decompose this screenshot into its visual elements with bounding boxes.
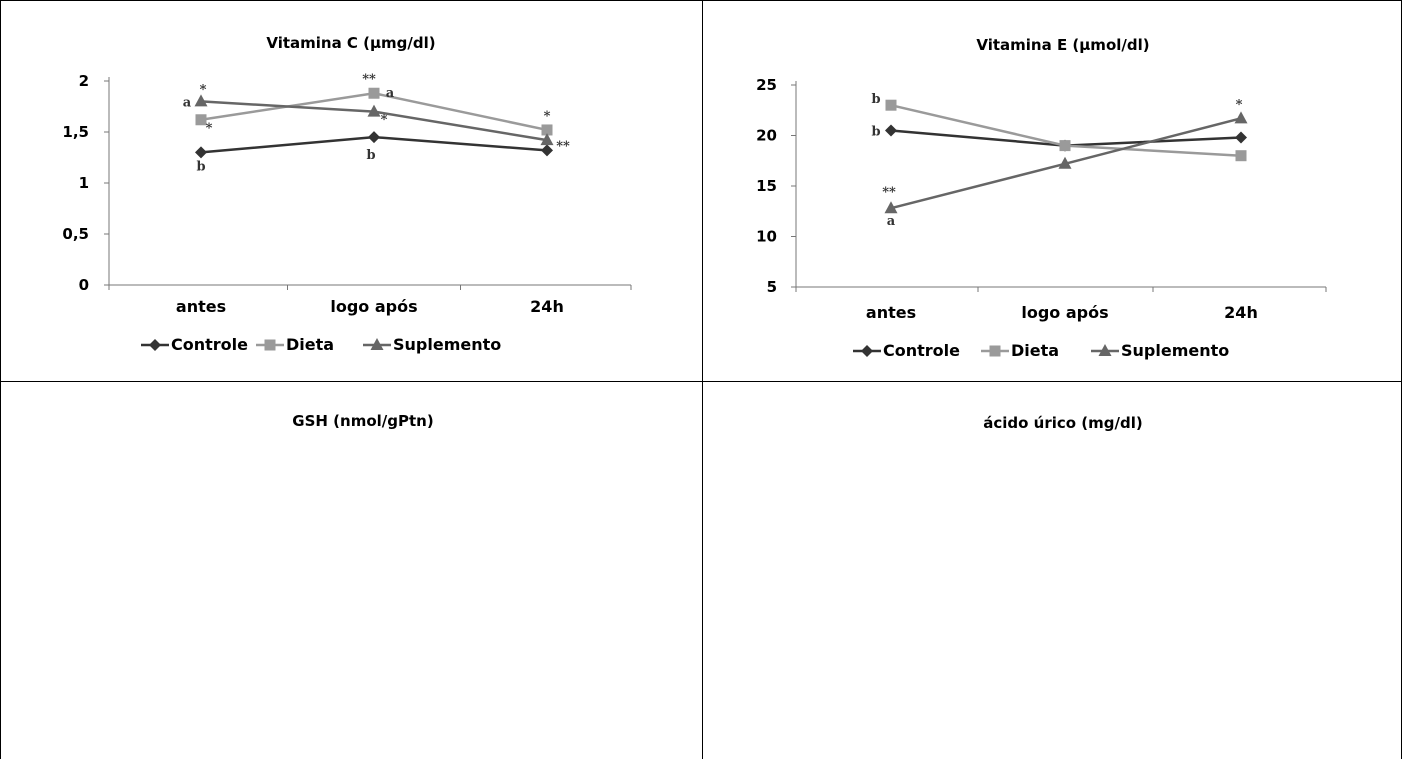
chart-title: Vitamina E (µmol/dl) (976, 36, 1149, 54)
y-tick-label: 1,5 (62, 123, 89, 141)
significance-label: ** (882, 185, 896, 200)
data-point-suplemento (194, 94, 208, 107)
significance-label: b (196, 159, 205, 174)
data-point-controle (885, 124, 897, 137)
legend-marker-controle (149, 339, 161, 351)
legend-marker-suplemento (1098, 344, 1112, 356)
y-tick-label: 10 (756, 228, 777, 246)
legend-marker-dieta (989, 345, 1001, 357)
data-point-controle (541, 144, 553, 157)
data-point-dieta (885, 99, 897, 111)
data-point-suplemento (884, 201, 898, 214)
data-point-dieta (541, 124, 553, 136)
legend-label-dieta: Dieta (1011, 341, 1059, 360)
data-point-suplemento (1058, 156, 1072, 169)
y-tick-label: 20 (756, 127, 777, 145)
significance-label: ** (362, 72, 376, 87)
y-tick-label: 2 (79, 72, 89, 90)
y-tick-label: 15 (756, 177, 777, 195)
vitamina-c-chart: Vitamina C (µmg/dl) 0 0,5 1 1,5 2 antes logo a… (62, 34, 632, 354)
chart-title: ácido úrico (mg/dl) (983, 414, 1143, 432)
x-category-label: antes (176, 297, 226, 316)
y-tick-label: 5 (767, 278, 777, 296)
data-point-dieta (195, 114, 207, 126)
y-tick-label: 0,5 (62, 225, 89, 243)
significance-label: b (871, 92, 880, 107)
significance-label: a (183, 95, 192, 110)
significance-label: * (1236, 97, 1243, 112)
data-point-controle (368, 131, 380, 144)
panel-acido-urico: ácido úrico (mg/dl) 0123456789anteslogo … (702, 381, 1402, 759)
x-category-label: 24h (530, 297, 564, 316)
significance-label: b (366, 148, 375, 163)
gsh-chart: GSH (nmol/gPtn) 00,511,522,533,5anteslog… (292, 412, 433, 430)
chart-title: Vitamina C (µmg/dl) (266, 34, 435, 52)
legend-label-suplemento: Suplemento (393, 335, 501, 354)
y-tick-label: 25 (756, 76, 777, 94)
panel-vitamina-c: Vitamina C (µmg/dl) 0 0,5 1 1,5 2 antes logo a… (0, 0, 702, 381)
y-tick-label: 0 (79, 276, 89, 294)
legend-marker-suplemento (370, 338, 384, 350)
data-point-dieta (1059, 140, 1071, 152)
legend-label-controle: Controle (171, 335, 248, 354)
data-point-controle (195, 146, 207, 159)
legend-marker-dieta (264, 339, 276, 351)
data-point-suplemento (1234, 111, 1248, 124)
legend-label-dieta: Dieta (286, 335, 334, 354)
significance-label: * (206, 121, 213, 136)
chart-title: GSH (nmol/gPtn) (292, 412, 433, 430)
significance-label: a (887, 214, 896, 229)
data-point-controle (1235, 131, 1247, 144)
panel-vitamina-e: Vitamina E (µmol/dl) 5 10 15 20 25 antes logo … (702, 0, 1402, 381)
significance-label: * (200, 82, 207, 97)
significance-label: * (544, 109, 551, 124)
data-point-suplemento (367, 104, 381, 117)
x-category-label: logo após (1021, 303, 1108, 322)
vitamina-e-chart: Vitamina E (µmol/dl) 5 10 15 20 25 antes logo … (756, 36, 1327, 360)
x-category-label: 24h (1224, 303, 1258, 322)
data-point-suplemento (540, 133, 554, 146)
x-category-label: antes (866, 303, 916, 322)
legend-label-suplemento: Suplemento (1121, 341, 1229, 360)
significance-label: ** (556, 139, 570, 154)
significance-label: * (381, 113, 388, 128)
y-tick-label: 1 (79, 174, 89, 192)
data-point-dieta (368, 87, 380, 99)
significance-label: b (871, 124, 880, 139)
panel-gsh: GSH (nmol/gPtn) 00,511,522,533,5anteslog… (0, 381, 702, 759)
x-category-label: logo após (330, 297, 417, 316)
acido-urico-chart: ácido úrico (mg/dl) 0123456789anteslogo … (983, 414, 1143, 432)
data-point-dieta (1235, 150, 1247, 162)
legend-label-controle: Controle (883, 341, 960, 360)
significance-label: a (386, 86, 395, 101)
legend-marker-controle (861, 345, 873, 357)
